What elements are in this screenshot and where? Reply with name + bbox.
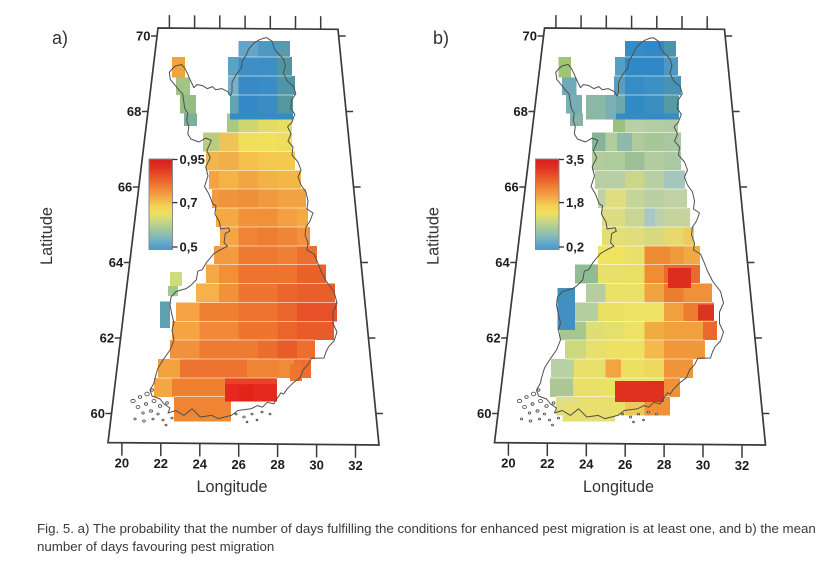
svg-text:0,7: 0,7 <box>180 195 198 210</box>
svg-text:66: 66 <box>504 180 518 195</box>
svg-text:28: 28 <box>270 457 284 472</box>
svg-text:30: 30 <box>309 457 323 472</box>
svg-text:66: 66 <box>118 180 132 195</box>
svg-text:0,95: 0,95 <box>180 152 205 167</box>
svg-text:Longitude: Longitude <box>197 478 268 496</box>
svg-text:0,5: 0,5 <box>180 240 198 255</box>
svg-text:22: 22 <box>540 456 554 471</box>
svg-text:70: 70 <box>136 29 150 44</box>
svg-text:3,5: 3,5 <box>566 152 584 167</box>
svg-text:68: 68 <box>127 104 141 119</box>
svg-text:24: 24 <box>579 456 594 471</box>
svg-text:62: 62 <box>100 331 114 346</box>
svg-text:0,2: 0,2 <box>566 240 584 255</box>
svg-text:70: 70 <box>523 29 537 44</box>
svg-text:24: 24 <box>193 456 208 471</box>
svg-text:30: 30 <box>696 457 710 472</box>
svg-text:64: 64 <box>109 255 124 270</box>
svg-text:68: 68 <box>513 104 527 119</box>
svg-text:Longitude: Longitude <box>583 478 654 496</box>
svg-text:20: 20 <box>115 456 129 471</box>
svg-text:26: 26 <box>231 457 245 472</box>
svg-text:32: 32 <box>348 458 362 473</box>
svg-text:26: 26 <box>618 457 632 472</box>
svg-text:22: 22 <box>154 456 168 471</box>
svg-text:20: 20 <box>501 456 515 471</box>
svg-text:Latitude: Latitude <box>424 207 443 265</box>
svg-text:Latitude: Latitude <box>37 207 56 265</box>
svg-text:a): a) <box>52 28 68 48</box>
svg-text:28: 28 <box>657 457 671 472</box>
svg-text:b): b) <box>433 28 449 48</box>
svg-text:32: 32 <box>735 458 749 473</box>
svg-text:62: 62 <box>486 331 500 346</box>
svg-text:1,8: 1,8 <box>566 195 584 210</box>
svg-text:60: 60 <box>91 406 105 421</box>
svg-text:60: 60 <box>477 406 491 421</box>
svg-text:64: 64 <box>495 255 510 270</box>
